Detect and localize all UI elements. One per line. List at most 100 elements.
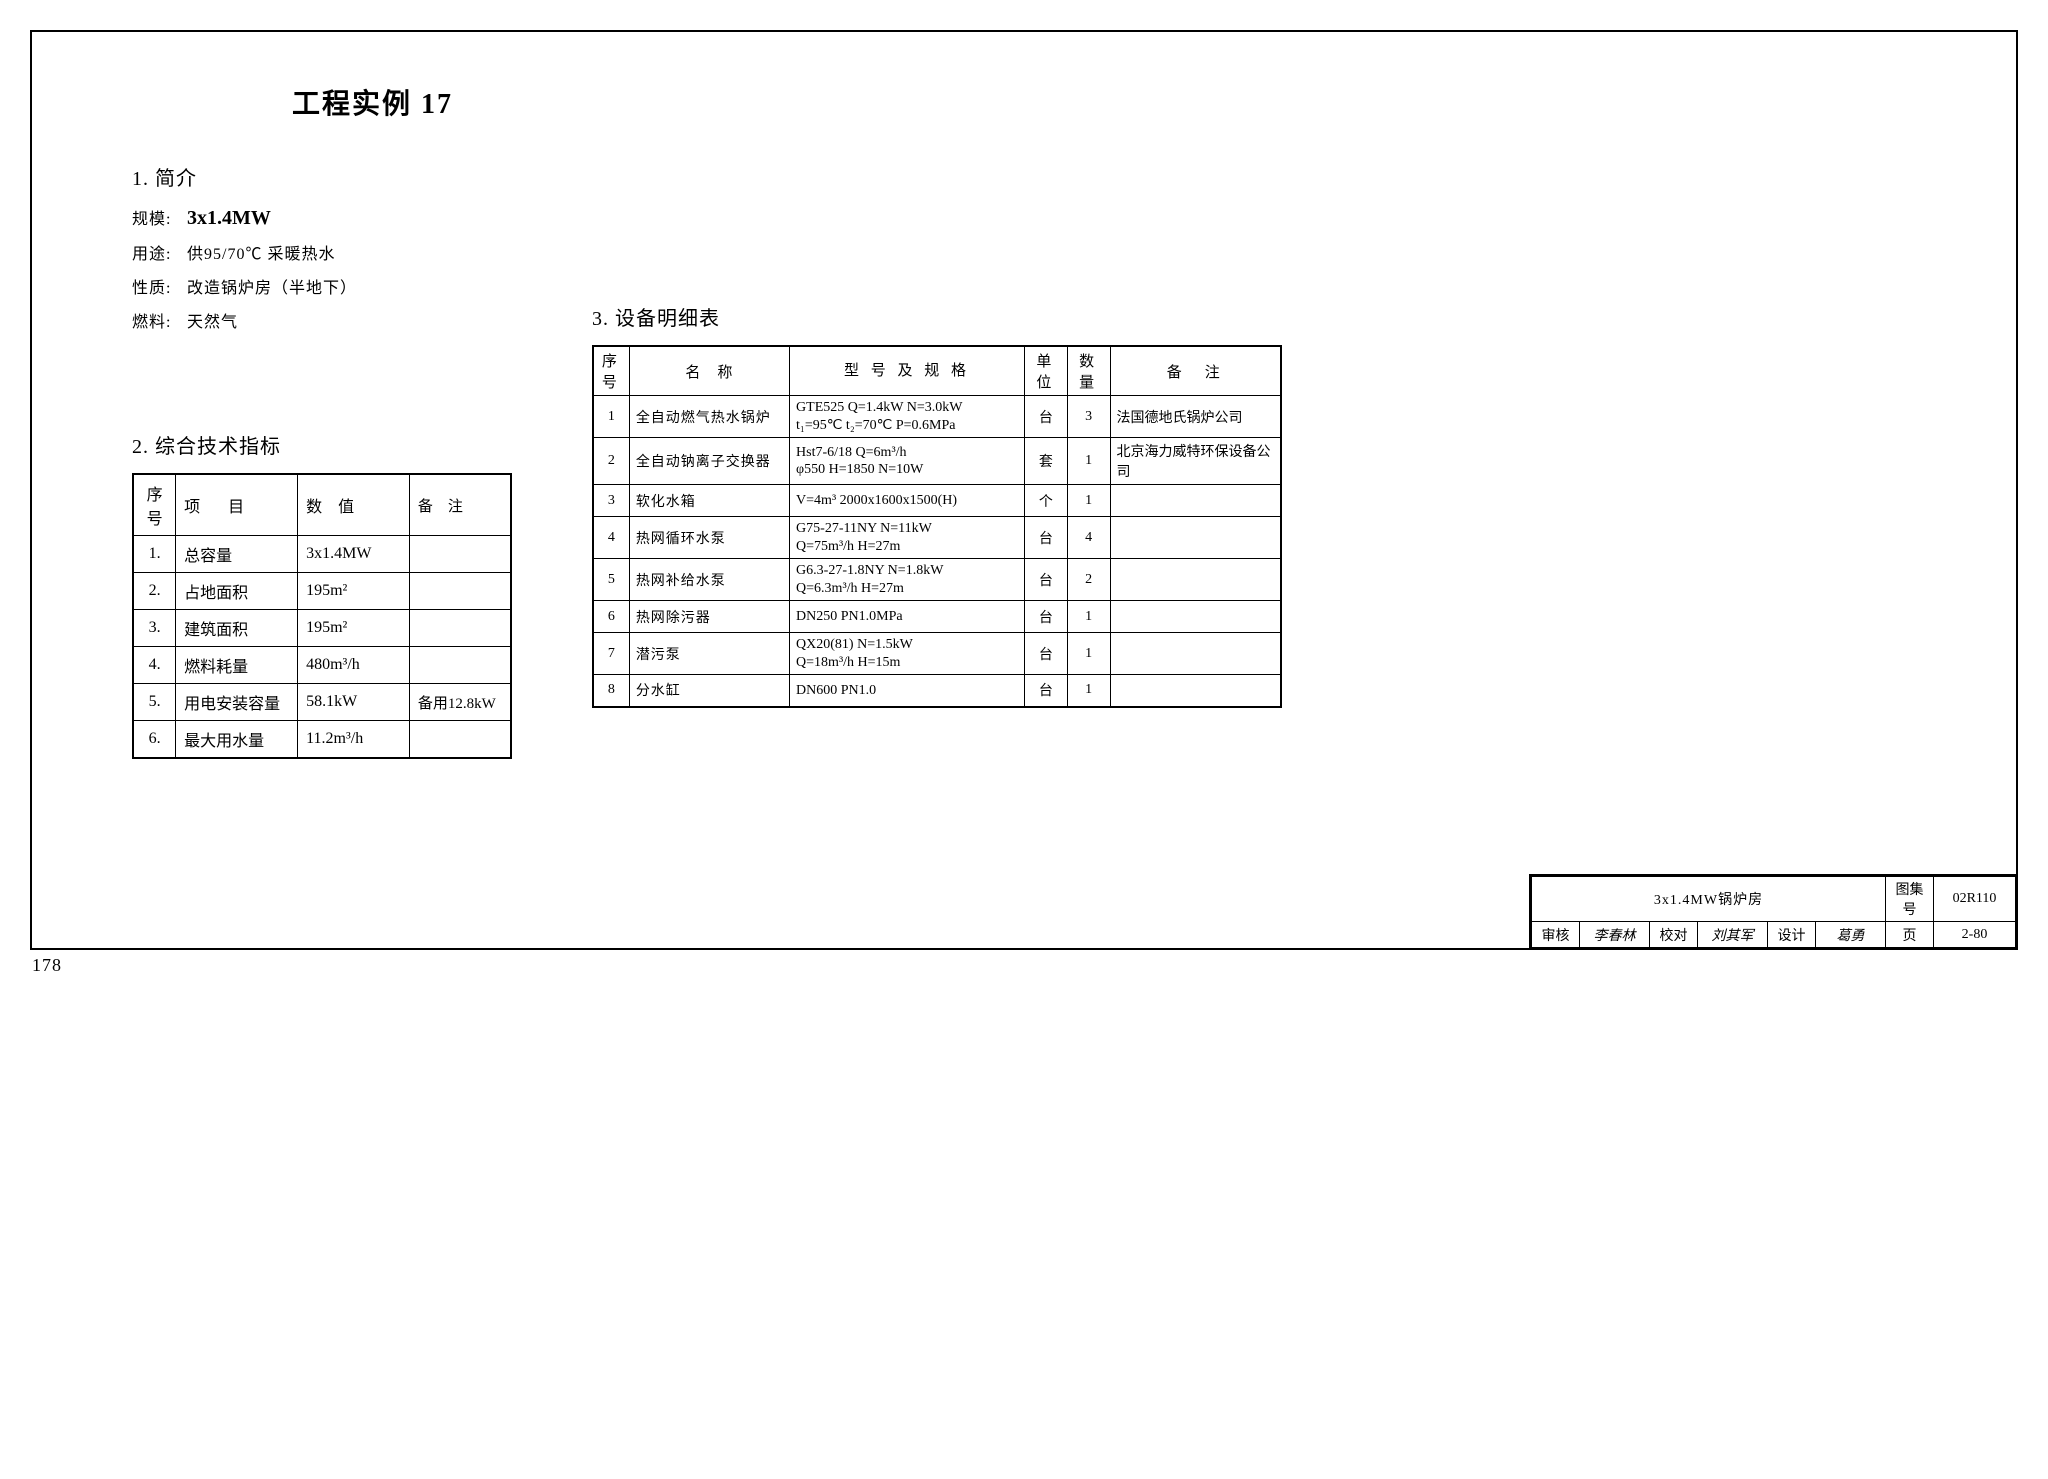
table-row: 4热网循环水泵G75-27-11NY N=11kW Q=75m³/h H=27m… — [593, 517, 1281, 559]
table-row: 8分水缸DN600 PN1.0台1 — [593, 675, 1281, 707]
equip-cell-note — [1110, 601, 1281, 633]
tech-th-item: 项 目 — [176, 474, 298, 536]
equip-cell-qty: 1 — [1067, 675, 1110, 707]
equip-th-unit: 单位 — [1025, 346, 1068, 396]
equip-cell-note — [1110, 517, 1281, 559]
table-row: 2全自动钠离子交换器Hst7-6/18 Q=6m³/h φ550 H=1850 … — [593, 438, 1281, 485]
tb-check-label: 校对 — [1650, 922, 1698, 948]
tb-page-label: 页 — [1886, 922, 1934, 948]
tb-design-label: 设计 — [1768, 922, 1816, 948]
equip-cell-qty: 1 — [1067, 601, 1110, 633]
equip-cell-name: 潜污泵 — [629, 633, 789, 675]
equip-cell-spec: Hst7-6/18 Q=6m³/h φ550 H=1850 N=10W — [790, 438, 1025, 485]
equip-cell-name: 热网补给水泵 — [629, 559, 789, 601]
tb-design-sig: 葛勇 — [1816, 922, 1886, 948]
equip-cell-note: 法国德地氏锅炉公司 — [1110, 396, 1281, 438]
equip-th-name: 名 称 — [629, 346, 789, 396]
equip-cell-idx: 5 — [593, 559, 629, 601]
equip-cell-note: 北京海力威特环保设备公司 — [1110, 438, 1281, 485]
equip-cell-idx: 2 — [593, 438, 629, 485]
equip-cell-spec: GTE525 Q=1.4kW N=3.0kW t₁=95℃ t₂=70℃ P=0… — [790, 396, 1025, 438]
equip-cell-name: 分水缸 — [629, 675, 789, 707]
drawing-frame: 工程实例 17 1. 简介 规模:3x1.4MW用途:供95/70℃ 采暖热水性… — [30, 30, 2018, 950]
equip-cell-unit: 个 — [1025, 485, 1068, 517]
equip-cell-spec: G6.3-27-1.8NY N=1.8kW Q=6.3m³/h H=27m — [790, 559, 1025, 601]
tech-cell-value: 3x1.4MW — [298, 536, 410, 573]
equip-cell-spec: V=4m³ 2000x1600x1500(H) — [790, 485, 1025, 517]
equip-cell-note — [1110, 485, 1281, 517]
tech-cell-value: 480m³/h — [298, 647, 410, 684]
intro-line: 燃料:天然气 — [132, 308, 552, 332]
intro-heading: 1. 简介 — [132, 162, 552, 191]
equip-cell-name: 软化水箱 — [629, 485, 789, 517]
table-row: 3.建筑面积195m² — [133, 610, 511, 647]
tech-cell-item: 最大用水量 — [176, 721, 298, 759]
table-row: 6.最大用水量11.2m³/h — [133, 721, 511, 759]
equip-cell-unit: 台 — [1025, 675, 1068, 707]
document-title: 工程实例 17 — [292, 82, 1976, 122]
equip-cell-name: 全自动燃气热水锅炉 — [629, 396, 789, 438]
table-row: 5.用电安装容量58.1kW备用12.8kW — [133, 684, 511, 721]
equip-cell-unit: 台 — [1025, 633, 1068, 675]
equip-cell-unit: 台 — [1025, 601, 1068, 633]
tb-review-label: 审核 — [1532, 922, 1580, 948]
equip-cell-spec: DN250 PN1.0MPa — [790, 601, 1025, 633]
table-row: 3软化水箱V=4m³ 2000x1600x1500(H)个1 — [593, 485, 1281, 517]
drawing-title-block: 3x1.4MW锅炉房 图集号 02R110 审核 李春林 校对 刘其军 设计 葛… — [1529, 874, 2018, 950]
tech-cell-item: 燃料耗量 — [176, 647, 298, 684]
tech-cell-idx: 2. — [133, 573, 176, 610]
equip-cell-spec: G75-27-11NY N=11kW Q=75m³/h H=27m — [790, 517, 1025, 559]
intro-line: 规模:3x1.4MW — [132, 205, 552, 230]
tech-cell-idx: 1. — [133, 536, 176, 573]
equip-th-idx: 序号 — [593, 346, 629, 396]
tech-cell-item: 占地面积 — [176, 573, 298, 610]
tech-heading: 2. 综合技术指标 — [132, 430, 552, 459]
tech-th-val: 数 值 — [298, 474, 410, 536]
tech-cell-note — [409, 610, 511, 647]
equip-cell-idx: 8 — [593, 675, 629, 707]
table-row: 1全自动燃气热水锅炉GTE525 Q=1.4kW N=3.0kW t₁=95℃ … — [593, 396, 1281, 438]
tb-set-label: 图集号 — [1886, 877, 1934, 922]
tech-cell-idx: 3. — [133, 610, 176, 647]
table-row: 7潜污泵QX20(81) N=1.5kW Q=18m³/h H=15m台1 — [593, 633, 1281, 675]
tb-set-value: 02R110 — [1934, 877, 2016, 922]
tb-project-name: 3x1.4MW锅炉房 — [1532, 877, 1886, 922]
equip-cell-idx: 7 — [593, 633, 629, 675]
equip-cell-spec: QX20(81) N=1.5kW Q=18m³/h H=15m — [790, 633, 1025, 675]
intro-label: 性质: — [132, 274, 187, 298]
tech-cell-value: 11.2m³/h — [298, 721, 410, 759]
equip-cell-note — [1110, 675, 1281, 707]
tech-th-idx: 序号 — [133, 474, 176, 536]
intro-label: 用途: — [132, 240, 187, 264]
tech-cell-value: 58.1kW — [298, 684, 410, 721]
tech-cell-item: 总容量 — [176, 536, 298, 573]
table-row: 1.总容量3x1.4MW — [133, 536, 511, 573]
right-column: 3. 设备明细表 序号 名 称 型 号 及 规 格 单位 数量 备 注 1全自动… — [592, 292, 1282, 708]
equip-th-qty: 数量 — [1067, 346, 1110, 396]
equip-cell-unit: 台 — [1025, 559, 1068, 601]
equip-cell-unit: 台 — [1025, 517, 1068, 559]
intro-value: 3x1.4MW — [187, 207, 271, 230]
equip-cell-idx: 3 — [593, 485, 629, 517]
tech-cell-note — [409, 647, 511, 684]
equip-heading: 3. 设备明细表 — [592, 302, 1282, 331]
equip-cell-qty: 2 — [1067, 559, 1110, 601]
equip-cell-name: 热网除污器 — [629, 601, 789, 633]
intro-line: 性质:改造锅炉房（半地下） — [132, 274, 552, 298]
equip-cell-idx: 1 — [593, 396, 629, 438]
intro-value: 天然气 — [187, 308, 238, 332]
tech-cell-idx: 4. — [133, 647, 176, 684]
tech-cell-idx: 6. — [133, 721, 176, 759]
equip-cell-unit: 套 — [1025, 438, 1068, 485]
tech-cell-idx: 5. — [133, 684, 176, 721]
tech-cell-note — [409, 536, 511, 573]
table-row: 4.燃料耗量480m³/h — [133, 647, 511, 684]
page-number: 178 — [32, 955, 62, 976]
tb-page-value: 2-80 — [1934, 922, 2016, 948]
equip-cell-note — [1110, 633, 1281, 675]
equipment-list-table: 序号 名 称 型 号 及 规 格 单位 数量 备 注 1全自动燃气热水锅炉GTE… — [592, 345, 1282, 708]
intro-line: 用途:供95/70℃ 采暖热水 — [132, 240, 552, 264]
equip-cell-spec: DN600 PN1.0 — [790, 675, 1025, 707]
intro-value: 供95/70℃ 采暖热水 — [187, 240, 335, 264]
tech-cell-item: 建筑面积 — [176, 610, 298, 647]
